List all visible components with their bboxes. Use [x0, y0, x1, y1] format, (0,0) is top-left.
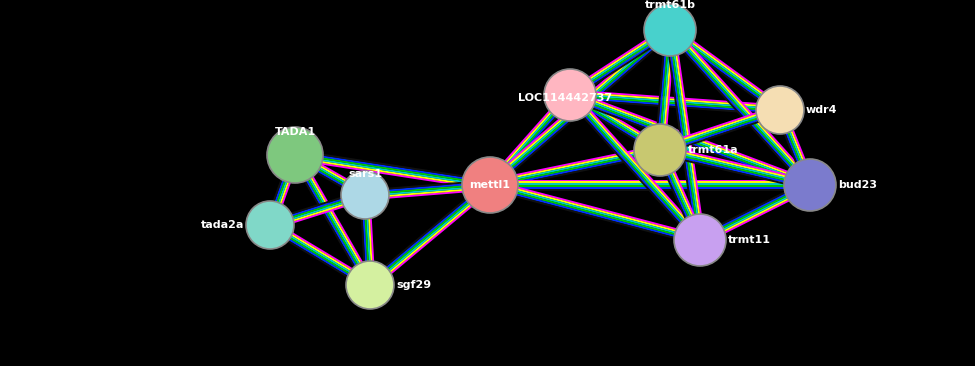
Circle shape: [756, 86, 804, 134]
Text: LOC114442737: LOC114442737: [518, 93, 612, 103]
Text: trmt61a: trmt61a: [688, 145, 739, 155]
Text: wdr4: wdr4: [806, 105, 838, 115]
Circle shape: [634, 124, 686, 176]
Circle shape: [267, 127, 323, 183]
Text: TADA1: TADA1: [274, 127, 316, 137]
Text: mettl1: mettl1: [470, 180, 511, 190]
Circle shape: [544, 69, 596, 121]
Circle shape: [674, 214, 726, 266]
Circle shape: [784, 159, 836, 211]
Circle shape: [462, 157, 518, 213]
Circle shape: [346, 261, 394, 309]
Text: sgf29: sgf29: [396, 280, 431, 290]
Circle shape: [341, 171, 389, 219]
Text: tada2a: tada2a: [201, 220, 244, 230]
Text: trmt11: trmt11: [728, 235, 771, 245]
Text: sars1: sars1: [348, 169, 382, 179]
Circle shape: [644, 4, 696, 56]
Text: trmt61b: trmt61b: [644, 0, 695, 10]
Text: bud23: bud23: [838, 180, 877, 190]
Circle shape: [246, 201, 294, 249]
